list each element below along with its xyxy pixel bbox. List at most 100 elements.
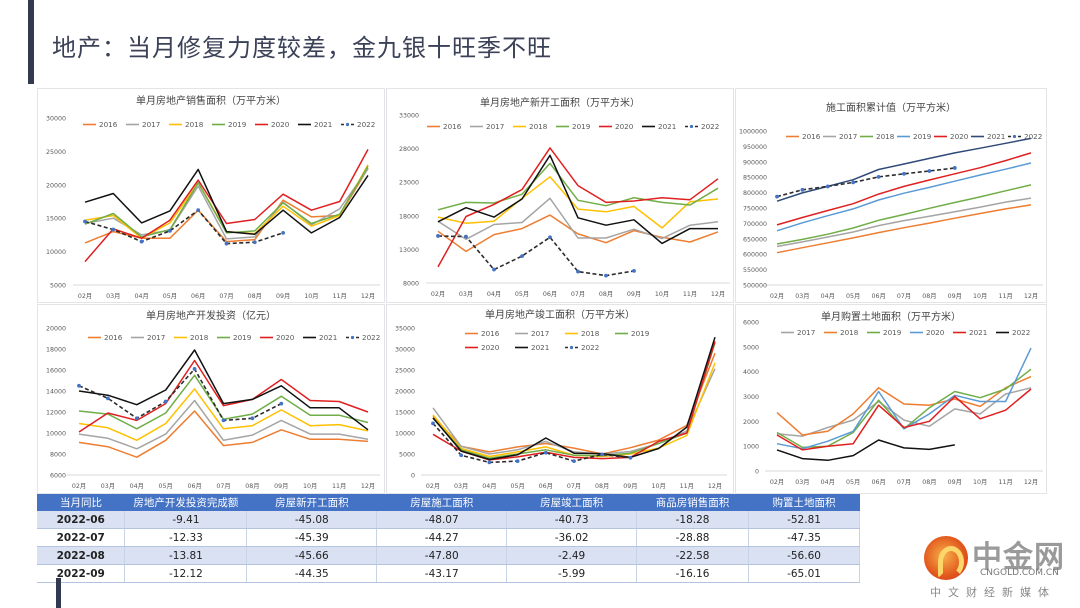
table-cell: -22.58 bbox=[636, 546, 750, 565]
y-tick-label: 10000 bbox=[395, 431, 415, 438]
series-marker-2022 bbox=[139, 239, 144, 244]
x-tick-label: 11月 bbox=[998, 292, 1012, 300]
y-tick-label: 5000 bbox=[399, 452, 415, 459]
x-tick-label: 10月 bbox=[973, 292, 987, 300]
chart-panel-sales-area: 单月房地产销售面积（万平方米） 5000 10000 15000 20000 25000 3… bbox=[37, 88, 385, 303]
legend-marker-2022 bbox=[345, 122, 350, 127]
table-cell: -40.73 bbox=[506, 511, 638, 529]
legend-label-2019: 2019 bbox=[233, 333, 252, 342]
legend-label-2018: 2018 bbox=[876, 132, 895, 141]
x-tick-label: 04月 bbox=[130, 482, 144, 490]
series-line-2022 bbox=[776, 439, 955, 462]
table-cell: -45.39 bbox=[246, 528, 378, 547]
series-marker-2022 bbox=[196, 208, 201, 213]
legend-label-2019: 2019 bbox=[883, 328, 902, 337]
series-marker-2022 bbox=[77, 383, 81, 388]
y-tick-label: 13000 bbox=[399, 247, 419, 254]
y-tick-label: 800000 bbox=[743, 190, 767, 197]
watermark-logo: 中金网 CNGOLD.COM.CN 中文财经新媒体 bbox=[918, 532, 1078, 608]
series-marker-2022 bbox=[576, 269, 580, 274]
x-tick-label: 05月 bbox=[515, 290, 529, 298]
x-tick-label: 05月 bbox=[159, 482, 173, 490]
chart-panel-under-construction: 施工面积累计值（万平方米） 500000 550000 600000 650000 700… bbox=[735, 88, 1047, 303]
legend-label-2019: 2019 bbox=[913, 132, 932, 141]
y-tick-label: 18000 bbox=[46, 347, 66, 354]
logo-swirl-icon bbox=[924, 536, 968, 580]
table-cell: -28.88 bbox=[636, 528, 750, 547]
chart-panel-investment: 单月房地产开发投资（亿元） 6000 8000 10000 12000 14000 1600… bbox=[37, 304, 385, 494]
table-cell: -9.41 bbox=[124, 511, 248, 529]
x-tick-label: 11月 bbox=[332, 482, 346, 490]
y-tick-label: 500000 bbox=[743, 283, 767, 290]
y-tick-label: 900000 bbox=[743, 159, 767, 166]
table-cell: -16.16 bbox=[636, 564, 750, 583]
series-marker-2022 bbox=[221, 418, 226, 423]
x-tick-label: 12月 bbox=[711, 290, 725, 298]
table-header-cell: 房屋新开工面积 bbox=[246, 494, 377, 511]
legend-label-2017: 2017 bbox=[797, 328, 815, 337]
chart-title: 单月房地产销售面积（万平方米） bbox=[136, 94, 286, 107]
y-tick-label: 8000 bbox=[403, 281, 419, 288]
table-cell: -45.08 bbox=[246, 511, 378, 529]
series-marker-2022 bbox=[281, 230, 285, 235]
table-cell-period: 2022-09 bbox=[37, 564, 126, 583]
table-row: 2022-09 -12.12 -44.35 -43.17 -5.99 -16.1… bbox=[37, 564, 860, 583]
x-tick-label: 02月 bbox=[770, 478, 784, 486]
series-marker-2022 bbox=[775, 194, 779, 199]
chart-svg-investment: 单月房地产开发投资（亿元） 6000 8000 10000 12000 14000 1600… bbox=[46, 309, 380, 490]
series-line-2019 bbox=[776, 368, 1032, 449]
x-tick-label: 06月 bbox=[871, 292, 885, 300]
series-line-2019 bbox=[84, 165, 369, 238]
series-line-2016 bbox=[776, 204, 1032, 254]
y-tick-label: 20000 bbox=[395, 389, 415, 396]
x-tick-label: 07月 bbox=[567, 482, 581, 490]
chart-svg-under-construction: 施工面积累计值（万平方米） 500000 550000 600000 650000 700… bbox=[739, 101, 1043, 300]
series-line-2021 bbox=[776, 388, 1032, 451]
chart-svg-sales-area: 单月房地产销售面积（万平方米） 5000 10000 15000 20000 25000 3… bbox=[46, 94, 380, 300]
series-marker-2022 bbox=[459, 453, 464, 458]
series-marker-2022 bbox=[628, 455, 633, 460]
series-marker-2022 bbox=[632, 269, 636, 273]
x-tick-label: 10月 bbox=[303, 482, 317, 490]
y-tick-label: 750000 bbox=[743, 206, 767, 213]
y-tick-label: 15000 bbox=[46, 216, 66, 223]
legend-marker-2022 bbox=[1012, 134, 1017, 139]
series-marker-2022 bbox=[876, 174, 881, 179]
chart-title: 施工面积累计值（万平方米） bbox=[826, 101, 956, 114]
legend-label-2017: 2017 bbox=[486, 122, 504, 131]
y-tick-label: 3000 bbox=[743, 394, 759, 401]
x-tick-label: 09月 bbox=[627, 290, 641, 298]
chart-title: 单月房地产新开工面积（万平方米） bbox=[480, 96, 640, 109]
chart-panel-land-purchase: 单月购置土地面积（万平方米） 0 1000 2000 3000 4000 5000 6000 0… bbox=[735, 304, 1047, 494]
legend-label-2018: 2018 bbox=[190, 333, 209, 342]
table-cell: -5.99 bbox=[506, 564, 638, 583]
legend-label-2022: 2022 bbox=[701, 122, 719, 131]
x-tick-label: 11月 bbox=[333, 292, 347, 300]
y-tick-label: 6000 bbox=[743, 320, 759, 327]
x-tick-label: 05月 bbox=[163, 292, 177, 300]
series-marker-2022 bbox=[604, 273, 608, 278]
series-marker-2022 bbox=[252, 240, 257, 245]
series-line-2018 bbox=[84, 164, 369, 239]
y-tick-label: 18000 bbox=[399, 213, 419, 220]
table-cell: -43.17 bbox=[376, 564, 508, 583]
series-marker-2022 bbox=[520, 254, 524, 259]
x-tick-label: 09月 bbox=[948, 292, 962, 300]
x-tick-label: 08月 bbox=[599, 290, 613, 298]
x-tick-label: 07月 bbox=[897, 292, 911, 300]
table-cell-period: 2022-08 bbox=[37, 546, 126, 565]
chart-title: 单月房地产开发投资（亿元） bbox=[146, 309, 276, 322]
series-line-2020 bbox=[776, 347, 1032, 450]
x-tick-label: 05月 bbox=[846, 478, 860, 486]
table-cell: -56.60 bbox=[748, 546, 860, 565]
legend-label-2021: 2021 bbox=[987, 132, 1005, 141]
series-line-2018 bbox=[78, 388, 369, 442]
y-tick-label: 6000 bbox=[50, 473, 66, 480]
x-tick-label: 04月 bbox=[487, 290, 501, 298]
legend-label-2016: 2016 bbox=[99, 120, 118, 129]
legend-label-2019: 2019 bbox=[228, 120, 247, 129]
series-line-2019 bbox=[776, 162, 1032, 232]
x-tick-label: 12月 bbox=[1024, 292, 1038, 300]
series-marker-2022 bbox=[927, 169, 932, 173]
x-tick-label: 10月 bbox=[651, 482, 665, 490]
